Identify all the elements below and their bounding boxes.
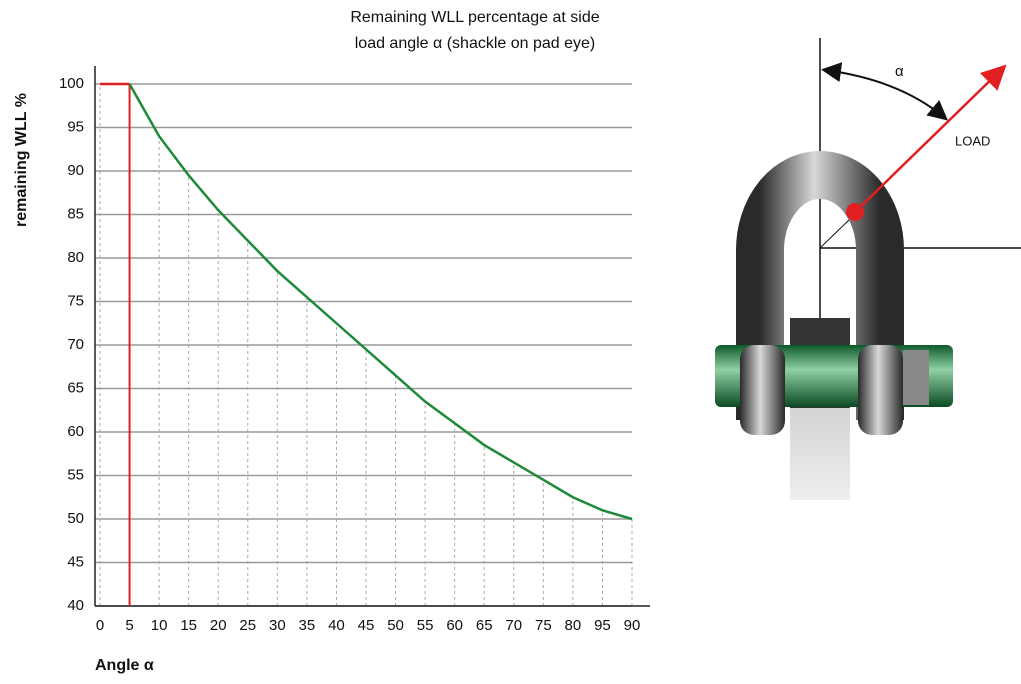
shackle-illustration (715, 38, 1021, 500)
x-tick-label: 70 (505, 617, 522, 634)
x-tick-label: 60 (446, 617, 463, 634)
y-tick-label: 50 (67, 510, 84, 527)
x-tick-label: 40 (328, 617, 345, 634)
y-tick-label: 95 (67, 118, 84, 135)
x-tick-label: 35 (299, 617, 316, 634)
y-tick-label: 100 (59, 75, 84, 92)
x-tick-label: 25 (239, 617, 256, 634)
y-tick-label: 85 (67, 205, 84, 222)
x-tick-label: 45 (358, 617, 375, 634)
y-tick-label: 80 (67, 249, 84, 266)
x-tick-label: 5 (125, 617, 133, 634)
x-tick-label: 95 (594, 617, 611, 634)
y-tick-label: 45 (67, 553, 84, 570)
y-tick-label: 65 (67, 379, 84, 396)
x-tick-label: 90 (624, 617, 641, 634)
x-tick-label: 75 (535, 617, 552, 634)
load-label: LOAD (955, 133, 990, 148)
x-axis-title: Angle α (95, 657, 154, 674)
chart-title: load angle α (shackle on pad eye) (355, 35, 596, 52)
x-tick-label: 15 (180, 617, 197, 634)
x-tick-label: 55 (417, 617, 434, 634)
x-tick-label: 80 (565, 617, 582, 634)
x-tick-label: 30 (269, 617, 286, 634)
y-tick-label: 40 (67, 597, 84, 614)
y-tick-label: 60 (67, 423, 84, 440)
y-tick-label: 75 (67, 292, 84, 309)
x-tick-label: 50 (387, 617, 404, 634)
x-tick-label: 20 (210, 617, 227, 634)
y-tick-label: 90 (67, 162, 84, 179)
y-axis-title: remaining WLL % (13, 93, 30, 227)
angle-label: α (895, 63, 904, 80)
y-tick-label: 55 (67, 466, 84, 483)
y-tick-label: 70 (67, 336, 84, 353)
chart: Remaining WLL percentage at side load an… (0, 0, 1021, 684)
x-tick-label: 10 (151, 617, 168, 634)
x-tick-label: 0 (96, 617, 104, 634)
x-tick-label: 65 (476, 617, 493, 634)
chart-title: Remaining WLL percentage at side (350, 9, 599, 26)
